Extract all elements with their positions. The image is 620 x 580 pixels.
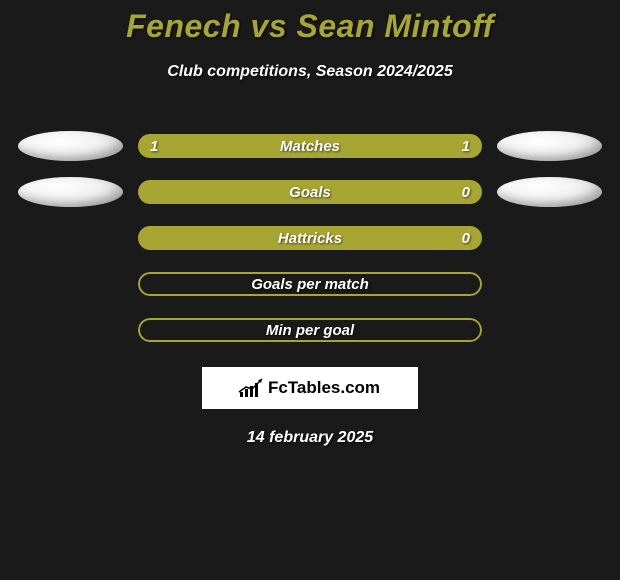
date-label: 14 february 2025 (0, 429, 620, 447)
stat-row: Goals per match (0, 261, 620, 307)
player-badge-left (18, 131, 123, 161)
bar-chart-icon (240, 379, 262, 397)
stat-bar: Hattricks0 (138, 226, 482, 250)
bar-segment-left (138, 180, 482, 204)
player-badge-right (497, 131, 602, 161)
page-title: Fenech vs Sean Mintoff (0, 8, 620, 45)
bar-outline (138, 272, 482, 296)
stat-bar: Goals0 (138, 180, 482, 204)
stats-rows: 1Matches1 Goals0 Hattricks0 Goals per match… (0, 123, 620, 353)
stat-row: 1Matches1 (0, 123, 620, 169)
player-badge-right (497, 177, 602, 207)
player-badge-left (18, 177, 123, 207)
stat-bar: Min per goal (138, 318, 482, 342)
source-logo: FcTables.com (202, 367, 418, 409)
logo-text: FcTables.com (268, 378, 380, 398)
bar-segment-left (138, 134, 310, 158)
stat-row: Goals0 (0, 169, 620, 215)
bar-segment-left (138, 226, 482, 250)
stat-row: Hattricks0 (0, 215, 620, 261)
bar-outline (138, 318, 482, 342)
stat-bar: Goals per match (138, 272, 482, 296)
stat-bar: 1Matches1 (138, 134, 482, 158)
subtitle: Club competitions, Season 2024/2025 (0, 63, 620, 81)
comparison-card: Fenech vs Sean Mintoff Club competitions… (0, 0, 620, 447)
stat-row: Min per goal (0, 307, 620, 353)
bar-segment-right (310, 134, 482, 158)
